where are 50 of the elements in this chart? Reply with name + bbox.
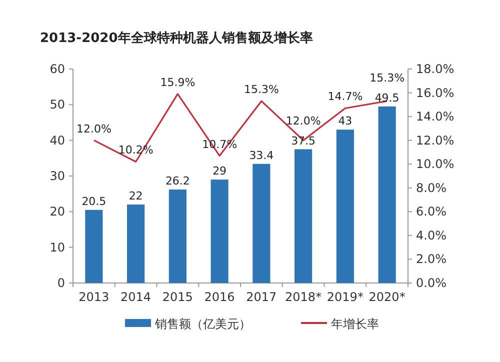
- data-label: 15.9%: [160, 76, 196, 89]
- y-tick-label: 0: [57, 276, 65, 290]
- y2-tick-label: 10.0%: [416, 157, 454, 172]
- data-label: 22: [128, 190, 143, 203]
- y-tick-label: 30: [50, 169, 65, 183]
- x-tick-label: 2014: [120, 290, 152, 304]
- y-tick-label: 60: [50, 62, 65, 76]
- x-tick-label: 2016: [204, 290, 235, 304]
- data-label: 15.3%: [370, 71, 405, 84]
- y-tick-label: 40: [50, 133, 65, 148]
- legend-label: 年增长率: [331, 317, 379, 331]
- bar: [85, 210, 103, 283]
- x-tick-label: 2020*: [368, 290, 406, 304]
- y2-tick-label: 14.0%: [416, 110, 454, 124]
- data-label: 49.5: [374, 91, 400, 104]
- y2-tick-label: 4.0%: [416, 228, 446, 242]
- x-tick-label: 2019*: [326, 290, 364, 304]
- y2-tick-label: 0.0%: [416, 276, 446, 290]
- data-label: 12.0%: [76, 122, 112, 136]
- bar: [168, 190, 186, 283]
- bar: [378, 106, 396, 283]
- data-label: 37.5: [291, 134, 316, 148]
- y2-tick-label: 18.0%: [416, 62, 454, 76]
- x-tick-label: 2017: [246, 290, 277, 304]
- y-tick-label: 50: [50, 98, 65, 112]
- bar: [210, 180, 228, 283]
- y2-tick-label: 2.0%: [416, 252, 446, 266]
- y-tick-label: 10: [50, 240, 65, 254]
- x-tick-label: 2015: [162, 290, 193, 304]
- y-tick-label: 20: [50, 204, 65, 219]
- data-label: 12.0%: [286, 114, 321, 128]
- data-label: 33.4: [249, 148, 274, 162]
- data-label: 14.7%: [328, 90, 363, 104]
- y2-tick-label: 8.0%: [416, 180, 446, 195]
- chart-title: 2013-2020年全球特种机器人销售额及增长率: [40, 30, 313, 46]
- x-tick-label: 2013: [78, 290, 110, 304]
- bar: [127, 204, 145, 283]
- y2-tick-label: 6.0%: [416, 204, 446, 219]
- legend-label: 销售额（亿美元）: [154, 317, 251, 331]
- data-label: 15.3%: [244, 83, 279, 96]
- y2-tick-label: 16.0%: [416, 86, 454, 100]
- bar: [294, 149, 312, 283]
- data-label: 20.5: [82, 194, 106, 208]
- x-tick-label: 2018*: [285, 290, 322, 304]
- data-label: 26.2: [165, 174, 190, 188]
- data-label: 43: [338, 114, 352, 128]
- data-label: 29: [212, 164, 227, 178]
- bar: [336, 130, 354, 283]
- bar: [252, 164, 270, 283]
- y2-tick-label: 12.0%: [416, 133, 454, 148]
